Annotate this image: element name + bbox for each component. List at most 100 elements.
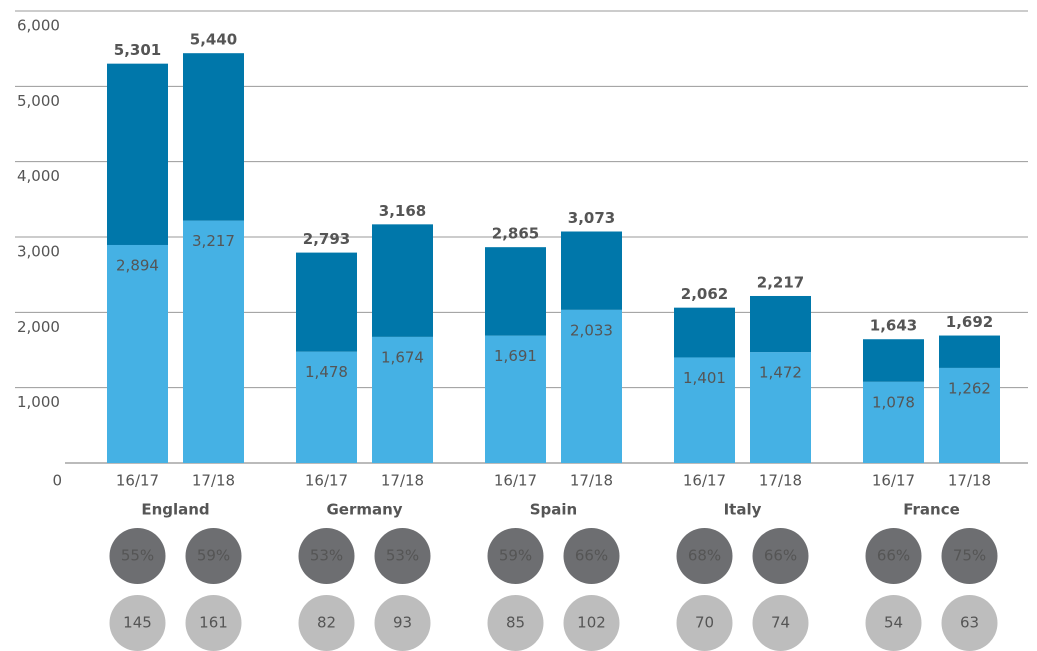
group-label: England [141,501,209,519]
total-label: 1,692 [946,313,993,331]
value-label: 2,894 [116,256,159,274]
badge-label: 75% [953,547,986,565]
bar-segment [750,295,811,353]
total-label: 2,793 [303,230,350,248]
badge-label: 93 [393,614,412,632]
bar-segment [750,352,811,463]
badge-label: 145 [123,614,152,632]
badge-label: 66% [764,547,797,565]
badge-label: 102 [577,614,606,632]
circle-badge [109,528,166,584]
value-label: 1,674 [381,348,424,366]
x-tick-label: 16/17 [305,472,348,490]
bar-segment [485,247,546,336]
x-tick-label: 17/18 [381,472,424,490]
bar-segment [561,309,622,463]
x-tick-label: 16/17 [683,472,726,490]
circle-badge [374,528,431,584]
y-tick-label: 6,000 [17,17,60,35]
total-label: 3,168 [379,202,426,220]
circle-badge [752,528,809,584]
bar-segment [372,336,433,463]
circle-badge [563,595,620,651]
value-label: 1,401 [683,369,726,387]
total-label: 5,301 [114,41,161,59]
y-tick-label: 4,000 [17,167,60,185]
group-label: Germany [326,501,402,519]
bar-segment [107,63,168,245]
y-tick-label: 3,000 [17,243,60,261]
circle-badge [185,528,242,584]
y-tick-label: 1,000 [17,393,60,411]
badge-label: 53% [310,547,343,565]
bar-segment [939,335,1000,368]
x-tick-label: 16/17 [872,472,915,490]
group-label: Spain [530,501,577,519]
value-label: 1,472 [759,364,802,382]
value-label: 1,262 [948,379,991,397]
circle-badge [676,528,733,584]
badge-label: 68% [688,547,721,565]
badge-label: 82 [317,614,336,632]
total-label: 2,865 [492,225,539,243]
badge-label: 66% [877,547,910,565]
total-label: 2,217 [757,273,804,291]
circle-badge [676,595,733,651]
badge-label: 53% [386,547,419,565]
badge-label: 54 [884,614,903,632]
badge-label: 63 [960,614,979,632]
circle-badge [298,595,355,651]
bar-segment [674,357,735,463]
badge-label: 55% [121,547,154,565]
badge-label: 66% [575,547,608,565]
badge-label: 74 [771,614,790,632]
x-tick-label: 17/18 [570,472,613,490]
circle-badge [109,595,166,651]
bar-segment [561,231,622,310]
value-label: 3,217 [192,232,235,250]
circle-badge [941,528,998,584]
circle-badge [563,528,620,584]
badge-label: 59% [499,547,532,565]
circle-badge [487,595,544,651]
circle-badge [487,528,544,584]
x-tick-label: 16/17 [494,472,537,490]
y-tick-label: 5,000 [17,92,60,110]
value-label: 1,478 [305,363,348,381]
x-tick-label: 17/18 [948,472,991,490]
bar-segment [939,367,1000,463]
badge-label: 161 [199,614,228,632]
badge-label: 70 [695,614,714,632]
y-tick-label: 2,000 [17,318,60,336]
circle-badge [752,595,809,651]
total-label: 1,643 [870,317,917,335]
x-tick-label: 17/18 [759,472,802,490]
bar-segment [863,339,924,382]
bar-segment [296,351,357,463]
total-label: 2,062 [681,285,728,303]
bar-segment [485,335,546,463]
y-tick-label: 0 [52,472,62,490]
circle-badge [298,528,355,584]
circle-badge [865,595,922,651]
value-label: 1,078 [872,393,915,411]
bar-segment [372,224,433,337]
circle-badge [865,528,922,584]
total-label: 5,440 [190,31,237,49]
circle-badge [185,595,242,651]
x-tick-label: 17/18 [192,472,235,490]
value-label: 1,691 [494,347,537,365]
value-label: 2,033 [570,321,613,339]
bar-segment [183,220,244,463]
badge-label: 85 [506,614,525,632]
group-label: France [903,501,960,519]
x-tick-label: 16/17 [116,472,159,490]
bar-segment [107,244,168,463]
bar-segment [183,53,244,221]
bar-segment [863,381,924,463]
total-label: 3,073 [568,209,615,227]
circle-badge [941,595,998,651]
bar-segment [296,252,357,352]
bar-segment [674,307,735,358]
